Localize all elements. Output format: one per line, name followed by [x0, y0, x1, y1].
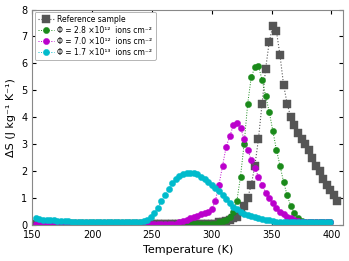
Φ = 1.7 ×10¹³  ions cm⁻²	[253, 216, 257, 219]
Reference sample	[321, 178, 325, 181]
Reference sample	[124, 222, 128, 225]
X-axis label: Temperature (K): Temperature (K)	[143, 245, 233, 256]
Φ = 7.0 ×10¹²  ions cm⁻²	[249, 159, 253, 162]
Reference sample	[138, 222, 142, 225]
Line: Reference sample: Reference sample	[32, 22, 341, 228]
Φ = 7.0 ×10¹²  ions cm⁻²	[95, 222, 99, 225]
Φ = 7.0 ×10¹²  ions cm⁻²	[34, 222, 38, 225]
Φ = 2.8 ×10¹²  ions cm⁻²	[328, 221, 332, 224]
Reference sample	[335, 199, 340, 202]
Φ = 7.0 ×10¹²  ions cm⁻²	[77, 222, 81, 225]
Φ = 7.0 ×10¹²  ions cm⁻²	[235, 121, 239, 124]
Legend: Reference sample, Φ = 2.8 ×10¹²  ions cm⁻², Φ = 7.0 ×10¹²  ions cm⁻², Φ = 1.7 ×1: Reference sample, Φ = 2.8 ×10¹² ions cm⁻…	[35, 12, 156, 60]
Φ = 7.0 ×10¹²  ions cm⁻²	[328, 221, 332, 224]
Φ = 2.8 ×10¹²  ions cm⁻²	[210, 222, 214, 225]
Φ = 1.7 ×10¹³  ions cm⁻²	[77, 220, 81, 223]
Line: Φ = 1.7 ×10¹³  ions cm⁻²: Φ = 1.7 ×10¹³ ions cm⁻²	[33, 169, 333, 226]
Reference sample	[34, 222, 38, 225]
Φ = 2.8 ×10¹²  ions cm⁻²	[257, 64, 261, 68]
Φ = 2.8 ×10¹²  ions cm⁻²	[52, 222, 56, 225]
Φ = 7.0 ×10¹²  ions cm⁻²	[210, 207, 214, 210]
Y-axis label: ΔS (J kg⁻¹ K⁻¹): ΔS (J kg⁻¹ K⁻¹)	[6, 78, 16, 157]
Φ = 7.0 ×10¹²  ions cm⁻²	[52, 222, 56, 225]
Φ = 2.8 ×10¹²  ions cm⁻²	[34, 222, 38, 225]
Φ = 2.8 ×10¹²  ions cm⁻²	[95, 222, 99, 225]
Reference sample	[185, 222, 189, 225]
Φ = 1.7 ×10¹³  ions cm⁻²	[98, 221, 103, 224]
Reference sample	[84, 222, 88, 225]
Φ = 1.7 ×10¹³  ions cm⁻²	[328, 221, 332, 224]
Φ = 1.7 ×10¹³  ions cm⁻²	[271, 220, 275, 223]
Reference sample	[127, 222, 131, 225]
Φ = 7.0 ×10¹²  ions cm⁻²	[267, 197, 271, 200]
Φ = 1.7 ×10¹³  ions cm⁻²	[217, 190, 221, 193]
Φ = 1.7 ×10¹³  ions cm⁻²	[84, 221, 88, 224]
Φ = 1.7 ×10¹³  ions cm⁻²	[52, 219, 56, 222]
Φ = 1.7 ×10¹³  ions cm⁻²	[34, 217, 38, 220]
Φ = 2.8 ×10¹²  ions cm⁻²	[246, 102, 250, 105]
Reference sample	[271, 24, 275, 27]
Line: Φ = 7.0 ×10¹²  ions cm⁻²: Φ = 7.0 ×10¹² ions cm⁻²	[33, 120, 333, 227]
Line: Φ = 2.8 ×10¹²  ions cm⁻²: Φ = 2.8 ×10¹² ions cm⁻²	[33, 63, 333, 227]
Φ = 1.7 ×10¹³  ions cm⁻²	[185, 171, 189, 174]
Φ = 2.8 ×10¹²  ions cm⁻²	[267, 110, 271, 114]
Φ = 2.8 ×10¹²  ions cm⁻²	[77, 222, 81, 225]
